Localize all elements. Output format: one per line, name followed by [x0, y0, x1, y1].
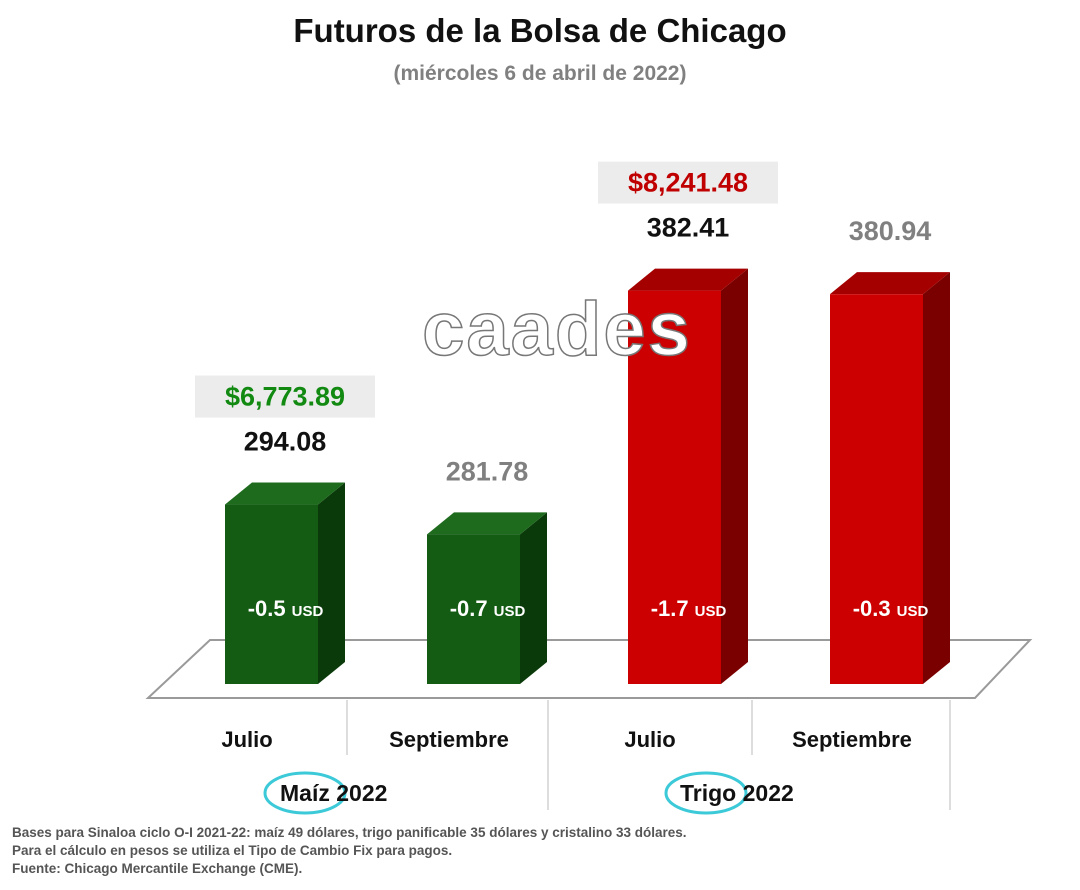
bar — [427, 534, 520, 684]
bar-change-label: -1.7 USD — [651, 596, 727, 621]
bar-value-label: 281.78 — [446, 456, 529, 486]
bar-change-label: -0.3 USD — [853, 596, 929, 621]
group-label: Maíz 2022 — [280, 780, 387, 806]
chart-title: Futuros de la Bolsa de Chicago — [293, 12, 787, 49]
bar-value-label: 380.94 — [849, 216, 932, 246]
group-label: Trigo 2022 — [680, 780, 794, 806]
bar-top-face — [628, 268, 748, 291]
chart-floor — [145, 639, 1033, 699]
bar-side-face — [318, 482, 345, 684]
footnote: Bases para Sinaloa ciclo O-I 2021-22: ma… — [12, 824, 687, 878]
bar-side-face — [520, 512, 547, 684]
bar-value-label: 382.41 — [647, 213, 730, 243]
bar-change-label: -0.5 USD — [248, 596, 324, 621]
footnote-line: Para el cálculo en pesos se utiliza el T… — [12, 843, 453, 858]
peso-label: $8,241.48 — [628, 168, 748, 198]
bar-top-face — [427, 512, 547, 535]
peso-label-box — [195, 375, 375, 418]
category-label: Julio — [221, 727, 272, 752]
peso-label: $6,773.89 — [225, 382, 345, 412]
bar — [830, 294, 923, 684]
bar-top-face — [830, 272, 950, 295]
category-label: Septiembre — [792, 727, 912, 752]
peso-label-box — [598, 161, 778, 204]
footnote-line: Fuente: Chicago Mercantile Exchange (CME… — [12, 861, 303, 876]
chart-subtitle: (miércoles 6 de abril de 2022) — [393, 62, 687, 85]
bar — [628, 290, 721, 684]
footnote-line: Bases para Sinaloa ciclo O-I 2021-22: ma… — [12, 825, 687, 840]
bar-top-face — [225, 482, 345, 505]
bar-change-label: -0.7 USD — [450, 596, 526, 621]
bar-chart: -0.5 USD 294.08 $6,773.89 -0.7 USD 281.78 -1.7 U… — [145, 161, 1033, 815]
bar-value-label: 294.08 — [244, 427, 327, 457]
bar-side-face — [721, 268, 748, 684]
bar — [225, 504, 318, 684]
category-label: Septiembre — [389, 727, 509, 752]
category-label: Julio — [624, 727, 675, 752]
group-highlight-circle — [664, 771, 748, 815]
bar-side-face — [923, 272, 950, 684]
group-highlight-circle — [263, 771, 347, 815]
watermark-logo: caades — [422, 287, 692, 372]
